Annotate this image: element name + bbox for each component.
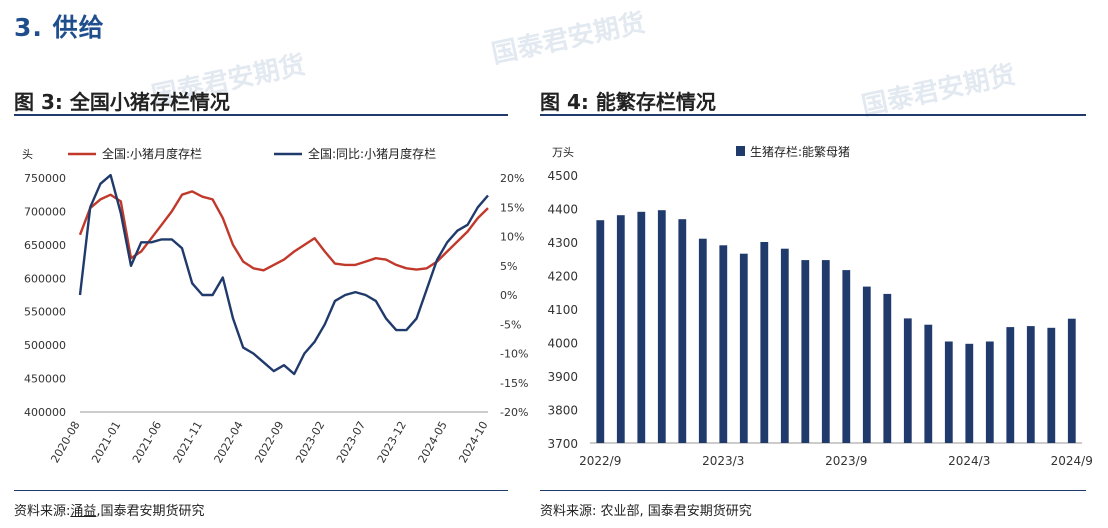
fig3-y-left-tick: 650000 <box>24 239 66 252</box>
fig3-bottom-rule <box>14 490 508 491</box>
fig3-y-right-tick: 5% <box>500 260 517 273</box>
fig4-bar <box>596 220 605 443</box>
fig4-bar <box>1006 327 1015 443</box>
fig4-x-tick: 2022/9 <box>579 454 621 468</box>
fig4-bar <box>698 238 707 443</box>
fig3-x-tick: 2023-12 <box>375 419 409 465</box>
fig3-y-left-tick: 450000 <box>24 373 66 386</box>
fig4-title: 图 4: 能繁存栏情况 <box>540 90 716 114</box>
fig4-bar <box>678 219 687 443</box>
watermark-2: 国泰君安期货 <box>859 60 1018 122</box>
fig3-source-suffix: ,国泰君安期货研究 <box>96 504 205 519</box>
fig4-y-tick: 4100 <box>547 303 578 317</box>
fig4-x-tick: 2024/9 <box>1051 454 1093 468</box>
fig4-chart: 万头 生猪存栏:能繁母猪 4500 4400 4300 4200 4100 4000 3900 3… <box>547 144 1093 468</box>
fig4-bar <box>739 253 748 443</box>
fig4-bar <box>657 210 666 443</box>
fig3-y-left-tick: 550000 <box>24 306 66 319</box>
fig3-legend-label-2: 全国:同比:小猪月度存栏 <box>308 146 436 161</box>
fig3-y-right-tick: -15% <box>500 377 528 390</box>
fig4-source: 资料来源: 农业部, 国泰君安期货研究 <box>540 504 752 519</box>
fig3-x-tick: 2023-07 <box>334 419 368 465</box>
fig3-top-rule <box>14 114 508 116</box>
fig3-x-tick: 2022-09 <box>252 419 286 465</box>
fig4-bar <box>883 293 892 443</box>
fig4-bar <box>801 260 810 443</box>
fig3-title: 图 3: 全国小猪存栏情况 <box>14 90 230 114</box>
fig3-y-right-tick: 15% <box>500 201 524 214</box>
fig3-y-left-tick: 600000 <box>24 272 66 285</box>
fig4-y-tick: 3900 <box>547 370 578 384</box>
fig4-y-tick: 4000 <box>547 337 578 351</box>
fig4-bar <box>862 286 871 443</box>
fig3-x-tick: 2024-05 <box>416 419 450 465</box>
fig4-y-tick: 4500 <box>547 169 578 183</box>
fig3-x-tick: 2020-08 <box>48 419 82 465</box>
watermark-1: 国泰君安期货 <box>489 8 648 70</box>
fig3-y-left-tick: 750000 <box>24 172 66 185</box>
fig3-legend-label-1: 全国:小猪月度存栏 <box>102 146 202 161</box>
fig3-x-tick: 2021-01 <box>89 419 123 465</box>
fig3-x-tick: 2024-10 <box>456 419 490 465</box>
fig3-x-tick: 2023-02 <box>293 419 327 465</box>
fig3-y-left-tick: 700000 <box>24 205 66 218</box>
fig3-x-tick: 2022-04 <box>212 419 246 465</box>
fig4-y-tick: 4400 <box>547 203 578 217</box>
fig4-bar <box>1067 318 1076 443</box>
fig4-bar <box>924 324 933 443</box>
fig3-x-tick: 2021-06 <box>130 419 164 465</box>
fig3-series-line-yoy <box>78 173 489 376</box>
fig3-y-right-tick: -20% <box>500 406 528 419</box>
fig4-bar <box>821 260 830 443</box>
fig4-bottom-rule <box>540 490 1086 491</box>
fig3-source-prefix: 资料来源: <box>14 504 71 519</box>
fig3-y-right-tick: 0% <box>500 289 517 302</box>
fig4-bar <box>965 343 974 443</box>
fig4-y-tick: 4300 <box>547 236 578 250</box>
fig4-legend-swatch <box>736 146 745 156</box>
fig4-bar <box>637 211 646 443</box>
fig4-bar <box>616 215 625 443</box>
fig4-x-tick: 2024/3 <box>948 454 990 468</box>
fig3-unit-label: 头 <box>22 148 33 161</box>
fig4-bar <box>1047 327 1056 443</box>
fig4-bar <box>760 242 769 443</box>
fig3-chart: 头 全国:小猪月度存栏 全国:同比:小猪月度存栏 750000 700000 650000… <box>22 146 528 465</box>
fig4-bar <box>1026 326 1035 443</box>
fig3-y-right-tick: 20% <box>500 172 524 185</box>
fig4-bar <box>842 270 851 443</box>
fig3-series-line-stock <box>78 190 489 272</box>
fig3-y-right-tick: -10% <box>500 348 528 361</box>
fig3-x-tick: 2021-11 <box>171 419 205 465</box>
fig4-y-tick: 3700 <box>547 437 578 451</box>
section-title: 3. 供给 <box>14 13 105 42</box>
fig4-bar <box>985 341 994 443</box>
fig3-source-link[interactable]: 涌益 <box>70 504 97 519</box>
fig4-bar <box>780 248 789 443</box>
fig4-y-tick: 4200 <box>547 270 578 284</box>
fig4-y-tick: 3800 <box>547 404 578 418</box>
fig3-y-left-tick: 400000 <box>24 406 66 419</box>
fig3-y-left-tick: 500000 <box>24 339 66 352</box>
fig4-bar <box>719 245 728 443</box>
fig3-y-right-tick: -5% <box>500 318 521 331</box>
fig3-y-right-tick: 10% <box>500 231 524 244</box>
fig4-x-tick: 2023/3 <box>702 454 744 468</box>
fig3-source: 资料来源:涌益,国泰君安期货研究 <box>14 500 205 519</box>
fig4-unit-label: 万头 <box>552 146 574 159</box>
fig4-bar <box>944 341 953 443</box>
fig4-bar <box>903 318 912 443</box>
fig4-legend-label: 生猪存栏:能繁母猪 <box>750 144 850 159</box>
fig4-x-tick: 2023/9 <box>825 454 867 468</box>
fig4-top-rule <box>540 114 1086 116</box>
